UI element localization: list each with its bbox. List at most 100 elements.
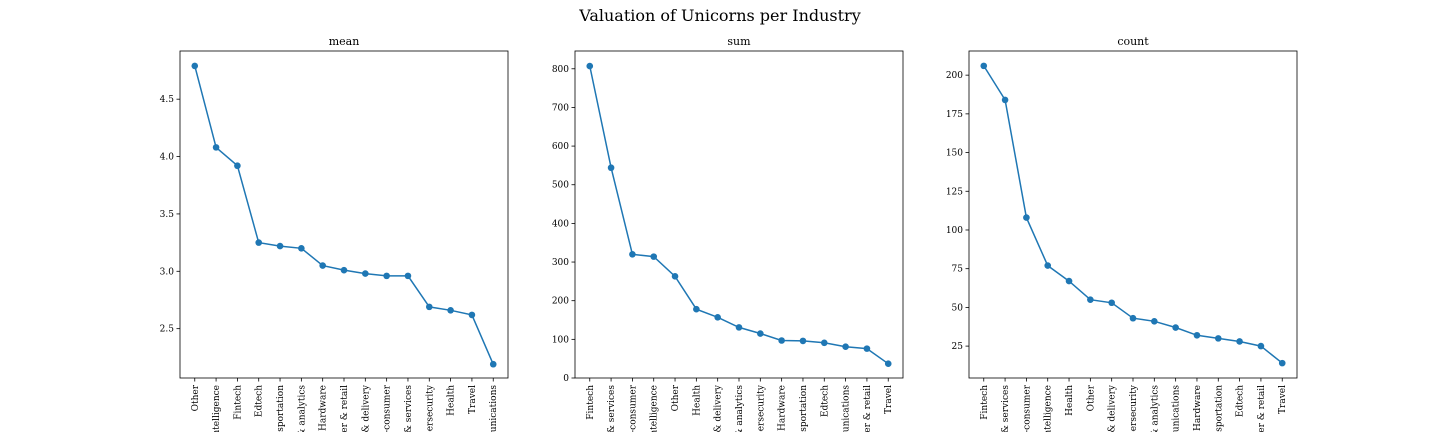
x-tick-label: & delivery: [714, 384, 724, 432]
y-tick-label: 3.0: [160, 267, 175, 277]
x-tick-label: Travel: [1278, 385, 1288, 414]
x-tick-label: munications: [489, 385, 499, 432]
x-tick-label: -consumer: [383, 384, 393, 432]
x-tick-label: Other: [671, 384, 681, 411]
x-tick-label: Edtech: [820, 385, 830, 417]
x-tick-label: ner & retail: [1257, 385, 1267, 432]
x-tick-label: ner & retail: [863, 385, 873, 432]
y-tick-label: 500: [552, 181, 569, 191]
chart-title: count: [1117, 35, 1149, 48]
data-point: [489, 360, 497, 368]
y-tick-label: 150: [946, 149, 963, 159]
x-tick-label: Travel: [884, 385, 894, 414]
data-point: [650, 253, 658, 260]
x-tick-label: Edtech: [255, 385, 265, 417]
data-point: [340, 266, 348, 274]
series-line: [589, 65, 889, 365]
x-tick-label: ner & retail: [340, 385, 350, 432]
x-tick-label: intelligence: [650, 385, 660, 432]
data-point: [714, 314, 721, 321]
x-tick-label: nsportation: [799, 385, 809, 432]
data-point: [298, 245, 305, 252]
data-point: [1172, 324, 1179, 331]
chart-panel-count: count 25 50 75 100 125 150 175 200 Fintech & servi…: [946, 35, 1298, 432]
data-point: [362, 270, 369, 277]
y-tick-label: 3.5: [160, 210, 175, 220]
y-tick-label: 400: [552, 219, 569, 229]
x-tick-label: Fintech: [980, 385, 990, 420]
data-point: [468, 311, 476, 319]
data-point: [404, 272, 412, 280]
data-point: [1257, 342, 1265, 350]
data-point: [820, 339, 828, 347]
x-tick-label: bersecurity: [1129, 384, 1139, 432]
y-tick-label: 2.5: [160, 325, 175, 335]
chart-panel-sum: sum 0 100 200 300 400 500 600 700 800 Fintech & ser…: [552, 35, 904, 432]
data-point: [447, 307, 454, 314]
y-tick-label: 100: [552, 335, 569, 345]
data-point: [757, 330, 764, 337]
data-point: [607, 164, 615, 172]
subplot-panels: mean 2.5 3.0 3.5 4.0 4.5 Other intelligence Fint…: [160, 35, 1298, 432]
y-tick-label: 100: [946, 226, 963, 236]
data-point: [1278, 359, 1286, 367]
y-tick-label: 0: [563, 374, 569, 384]
x-tick-label: nsportation: [1214, 385, 1224, 432]
x-tick-label: & analytics: [1150, 385, 1160, 432]
x-tick-label: Hardware: [319, 385, 329, 431]
x-tick-label: Fintech: [586, 385, 596, 420]
axes-frame: [574, 50, 904, 379]
data-point: [980, 62, 988, 70]
data-point: [383, 272, 390, 280]
y-tick-label: 75: [952, 265, 964, 275]
x-tick-label: & delivery: [1108, 384, 1118, 432]
x-tick-label: nsportation: [276, 385, 286, 432]
data-point: [234, 162, 241, 170]
y-tick-label: 600: [552, 142, 569, 152]
data-point: [693, 305, 700, 313]
axes-frame: [179, 50, 509, 379]
y-tick-label: 4.0: [160, 153, 175, 163]
data-point: [735, 324, 743, 331]
data-point: [629, 251, 636, 258]
data-point: [799, 337, 807, 345]
y-tick-label: 800: [552, 65, 569, 75]
x-tick-label: Other: [191, 384, 201, 411]
data-point: [425, 303, 433, 311]
data-point: [1129, 314, 1137, 322]
data-point: [255, 239, 263, 246]
x-tick-label: intelligence: [212, 385, 222, 432]
data-point: [1214, 335, 1222, 342]
data-point: [1151, 318, 1158, 325]
data-point: [1065, 277, 1073, 285]
series-line: [194, 65, 494, 365]
x-tick-label: & services: [607, 385, 617, 432]
x-tick-label: bersecurity: [756, 384, 766, 432]
data-point: [319, 262, 326, 269]
data-point: [884, 360, 892, 367]
data-point: [1108, 299, 1115, 307]
y-tick-label: 200: [552, 297, 569, 307]
y-tick-label: 4.5: [160, 95, 175, 105]
x-tick-label: & analytics: [735, 385, 745, 432]
y-tick-label: 125: [946, 187, 963, 197]
x-tick-label: -consumer: [1022, 384, 1032, 432]
x-tick-label: bersecurity: [425, 384, 435, 432]
data-point: [1023, 214, 1030, 221]
x-tick-label: Health: [692, 385, 702, 416]
x-tick-label: & analytics: [297, 385, 307, 432]
y-tick-label: 700: [552, 103, 569, 113]
x-tick-label: munications: [1172, 385, 1182, 432]
data-point: [1087, 296, 1094, 303]
x-tick-label: & services: [1001, 385, 1011, 432]
x-tick-label: Health: [447, 385, 457, 416]
x-tick-label: munications: [842, 385, 852, 432]
chart-title: sum: [727, 35, 751, 48]
x-tick-label: & delivery: [361, 384, 371, 432]
data-point: [778, 337, 785, 344]
figure-title: Valuation of Unicorns per Industry: [578, 6, 861, 25]
x-tick-label: Edtech: [1236, 385, 1246, 417]
data-point: [842, 343, 849, 350]
x-tick-label: Other: [1086, 384, 1096, 411]
